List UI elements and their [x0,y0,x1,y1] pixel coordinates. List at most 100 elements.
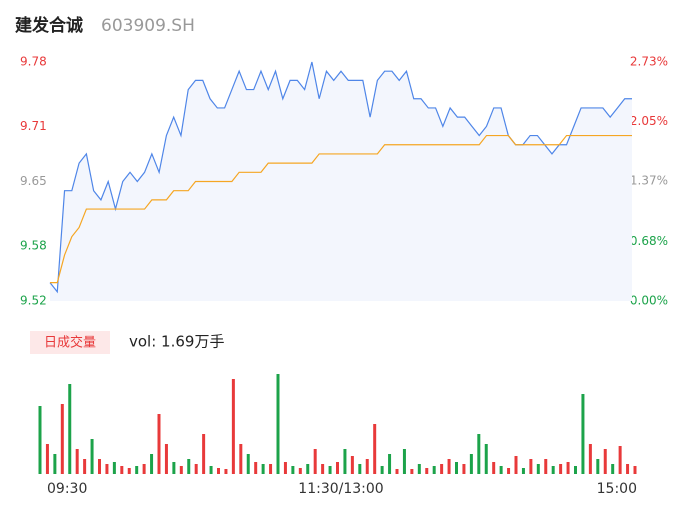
volume-bar [157,414,161,474]
volume-bar [98,459,101,474]
volume-bar [254,462,258,474]
volume-bar [402,449,406,474]
volume-bar [499,466,503,474]
volume-bar [529,459,533,474]
volume-bar [343,449,347,474]
volume-bar [187,459,191,474]
volume-bar [179,466,183,474]
volume-bar [164,444,168,474]
volume-bar [484,444,488,474]
price-line [50,134,632,284]
volume-bar [328,466,332,474]
volume-bar [127,468,131,474]
volume-bar [462,464,466,474]
price-line [49,61,632,294]
volume-bar [150,454,154,474]
volume-bar [306,464,310,474]
volume-bar [440,464,444,474]
volume-total: vol: 1.69万手 [129,333,224,351]
price-area [50,62,632,301]
volume-bar [172,462,176,474]
y2-tick-label: 0.00% [630,294,668,308]
volume-bar [551,466,555,474]
volume-bar [68,384,72,474]
volume-bar [581,394,585,474]
volume-bar [291,466,295,474]
volume-bar [380,466,384,474]
volume-bar [425,468,429,474]
volume-bar [507,468,511,474]
volume-bar [112,462,116,474]
x-tick-label: 11:30/13:00 [298,481,383,497]
volume-bar [269,464,273,474]
volume-bar [596,459,600,474]
volume-bar [75,449,79,474]
volume-bar [217,468,220,474]
volume-bar [224,469,228,474]
volume-bar [365,459,369,474]
volume-bar [626,464,630,474]
volume-bar [417,464,421,474]
volume-bar [588,444,592,474]
volume-bar [276,374,280,474]
volume-bar [120,466,124,474]
volume-bar [566,462,570,474]
volume-bar [53,454,57,474]
volume-bar [544,459,548,474]
volume-bar [194,464,198,474]
volume-bar [283,462,287,474]
volume-bar [142,464,146,474]
volume-badge [30,331,110,354]
volume-bar [202,434,206,474]
y-tick-label: 9.71 [20,119,47,133]
volume-bar [209,466,213,474]
volume-bar [261,464,265,474]
y2-tick-label: 2.73% [630,55,668,69]
volume-bar [45,444,49,474]
volume-bar [514,456,518,474]
volume-bar [536,464,540,474]
volume-bar [574,466,577,474]
volume-bar [521,468,525,474]
volume-bar [246,454,250,474]
volume-bar [231,379,235,474]
volume-badge-label: 日成交量 [44,335,96,351]
volume-bar [83,459,87,474]
volume-bar [388,454,392,474]
stock-code: 603909.SH [101,16,195,36]
volume-bar [336,462,339,474]
y2-tick-label: 0.68% [630,234,668,248]
volume-bar [135,466,139,474]
volume-bar [395,469,399,474]
volume-bar [492,462,496,474]
volume-bar [373,424,377,474]
volume-bar [410,469,414,474]
volume-bar [477,434,481,474]
volume-bar [239,444,243,474]
volume-bar [90,439,94,474]
volume-bar [432,466,436,474]
volume-bar [559,464,563,474]
volume-bar [603,449,607,474]
volume-bar [358,464,362,474]
volume-bar [298,468,302,474]
y-tick-label: 9.65 [20,174,47,188]
volume-bar [618,446,622,474]
volume-bar [611,464,615,474]
volume-bar [633,466,637,474]
y2-tick-label: 2.05% [630,114,668,128]
volume-bar [321,464,325,474]
volume-bar [469,454,473,474]
x-tick-label: 15:00 [597,481,637,497]
volume-bar [350,456,354,474]
volume-bar [38,406,42,474]
volume-bar [60,404,64,474]
volume-bar [105,464,109,474]
stock-name: 建发合诚 [15,15,83,36]
volume-bar [455,462,458,474]
volume-bar [447,459,451,474]
y-tick-label: 9.78 [20,55,47,69]
y2-tick-label: 1.37% [630,174,668,188]
y-tick-label: 9.58 [20,238,47,252]
